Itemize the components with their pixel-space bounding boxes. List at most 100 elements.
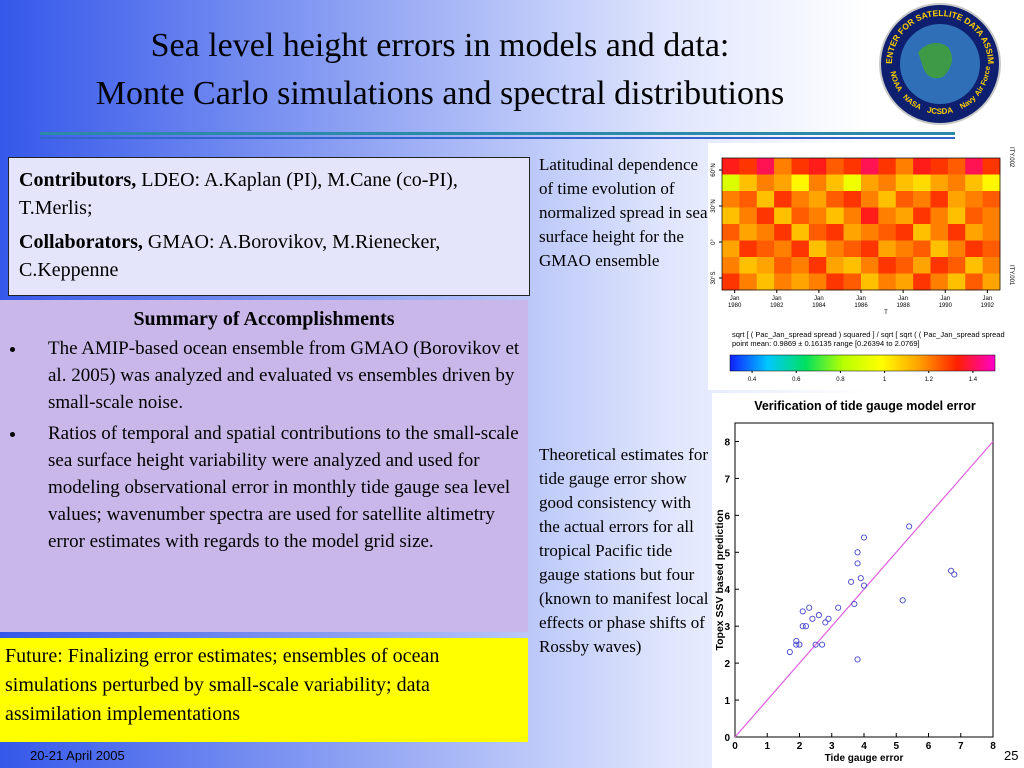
x-tick-label: 8 (990, 741, 996, 752)
heat-cell (913, 273, 931, 291)
heat-cell (826, 207, 844, 225)
heat-cell (930, 191, 949, 208)
scatter-figure: Verification of tide gauge model error 0 1… (712, 393, 1024, 768)
heat-cell (982, 240, 1001, 258)
heat-cell (808, 207, 827, 225)
reference-line (734, 441, 994, 738)
slide-title: Sea level height errors in models and da… (0, 22, 880, 118)
heat-cell (861, 174, 879, 192)
heat-cell (722, 191, 740, 208)
heat-cell (982, 174, 1001, 192)
heat-cell (878, 257, 897, 274)
heat-cell (756, 174, 775, 192)
heat-cell (982, 207, 1001, 225)
heat-cell (791, 257, 810, 274)
heat-cell (895, 174, 914, 192)
heat-cell (722, 257, 740, 274)
heat-cell (913, 158, 931, 175)
x-tick-label: 6 (926, 741, 932, 752)
heat-cell (791, 158, 810, 175)
x-tick-label: 1990 (939, 303, 953, 309)
heat-cell (878, 174, 897, 192)
heat-cell (739, 191, 758, 208)
heat-cell (947, 240, 966, 258)
logo: JOINT CENTER FOR SATELLITE DATA ASSIMILA… (878, 2, 1001, 125)
x-tick-label: 3 (829, 741, 835, 752)
contributors-label: Contributors, (19, 169, 137, 191)
x-tick-label: 7 (958, 741, 964, 752)
heat-cell (722, 224, 740, 241)
chart-title: Verification of tide gauge model error (754, 399, 976, 413)
heat-cell (774, 191, 792, 208)
heat-cell (756, 207, 775, 225)
y-tick-label: 1 (724, 696, 730, 707)
heat-cell (861, 224, 879, 241)
x-tick-label: 4 (861, 741, 867, 752)
y-tick-label: 30°S (711, 271, 717, 284)
x-tick-label: 1992 (981, 303, 995, 309)
logo-text: JCSDA (926, 105, 954, 116)
heatmap-figure: 60°N30°N0°30°SJan1980Jan1982Jan1984Jan19… (708, 143, 1024, 390)
point (819, 641, 826, 648)
heat-cell (756, 273, 775, 291)
heat-cell (895, 273, 914, 291)
heat-cell (826, 257, 844, 274)
heat-cell (947, 207, 966, 225)
heat-cell (947, 257, 966, 274)
point (951, 571, 958, 578)
heat-cell (739, 224, 758, 241)
colorbar-label: 0.4 (748, 377, 757, 383)
heat-cell (878, 273, 897, 291)
heat-cell (913, 257, 931, 274)
heat-cell (843, 191, 862, 208)
heat-cell (826, 224, 844, 241)
heat-cell (791, 207, 810, 225)
heat-cell (930, 273, 949, 291)
heat-cell (982, 224, 1001, 241)
point (815, 612, 822, 619)
colorbar-label: 0.8 (836, 377, 845, 383)
heat-cell (739, 257, 758, 274)
x-tick-label: 2 (797, 741, 803, 752)
heat-cell (930, 158, 949, 175)
heat-cell (878, 191, 897, 208)
heat-cell (947, 174, 966, 192)
formula: sqrt [ ( Pac_Jan_spread spread ) squared… (732, 330, 1005, 339)
heat-cell (843, 224, 862, 241)
heat-cell (861, 257, 879, 274)
y-tick-label: 0 (724, 733, 730, 744)
heat-cell (808, 174, 827, 192)
heat-cell (878, 240, 897, 258)
heat-cell (756, 257, 775, 274)
colorbar-label: 1.4 (969, 377, 978, 383)
heat-cell (808, 240, 827, 258)
y-tick-label: 5 (724, 548, 730, 559)
heat-cell (930, 224, 949, 241)
heat-cell (982, 273, 1001, 291)
heat-cell (965, 191, 983, 208)
heat-cell (791, 240, 810, 258)
heat-cell (774, 174, 792, 192)
page-number: 25 (1004, 748, 1019, 763)
x-tick-month: Jan (814, 296, 824, 302)
heat-cell (947, 191, 966, 208)
heat-cell (861, 158, 879, 175)
point (825, 615, 832, 622)
heat-cell (826, 240, 844, 258)
point (799, 608, 806, 615)
x-tick-label: 1 (764, 741, 770, 752)
colorbar (729, 354, 996, 372)
heat-cell (791, 224, 810, 241)
point (806, 604, 813, 611)
heat-cell (861, 273, 879, 291)
heat-cell (808, 158, 827, 175)
summary-box: Summary of Accomplishments The AMIP-base… (0, 300, 528, 632)
figure-background (712, 393, 1024, 768)
heat-cell (808, 191, 827, 208)
y-tick-label: 2 (724, 659, 730, 670)
point (948, 567, 955, 574)
heat-cell (947, 273, 966, 291)
x-tick-month: Jan (730, 296, 740, 302)
heat-cell (861, 240, 879, 258)
point (851, 600, 858, 608)
